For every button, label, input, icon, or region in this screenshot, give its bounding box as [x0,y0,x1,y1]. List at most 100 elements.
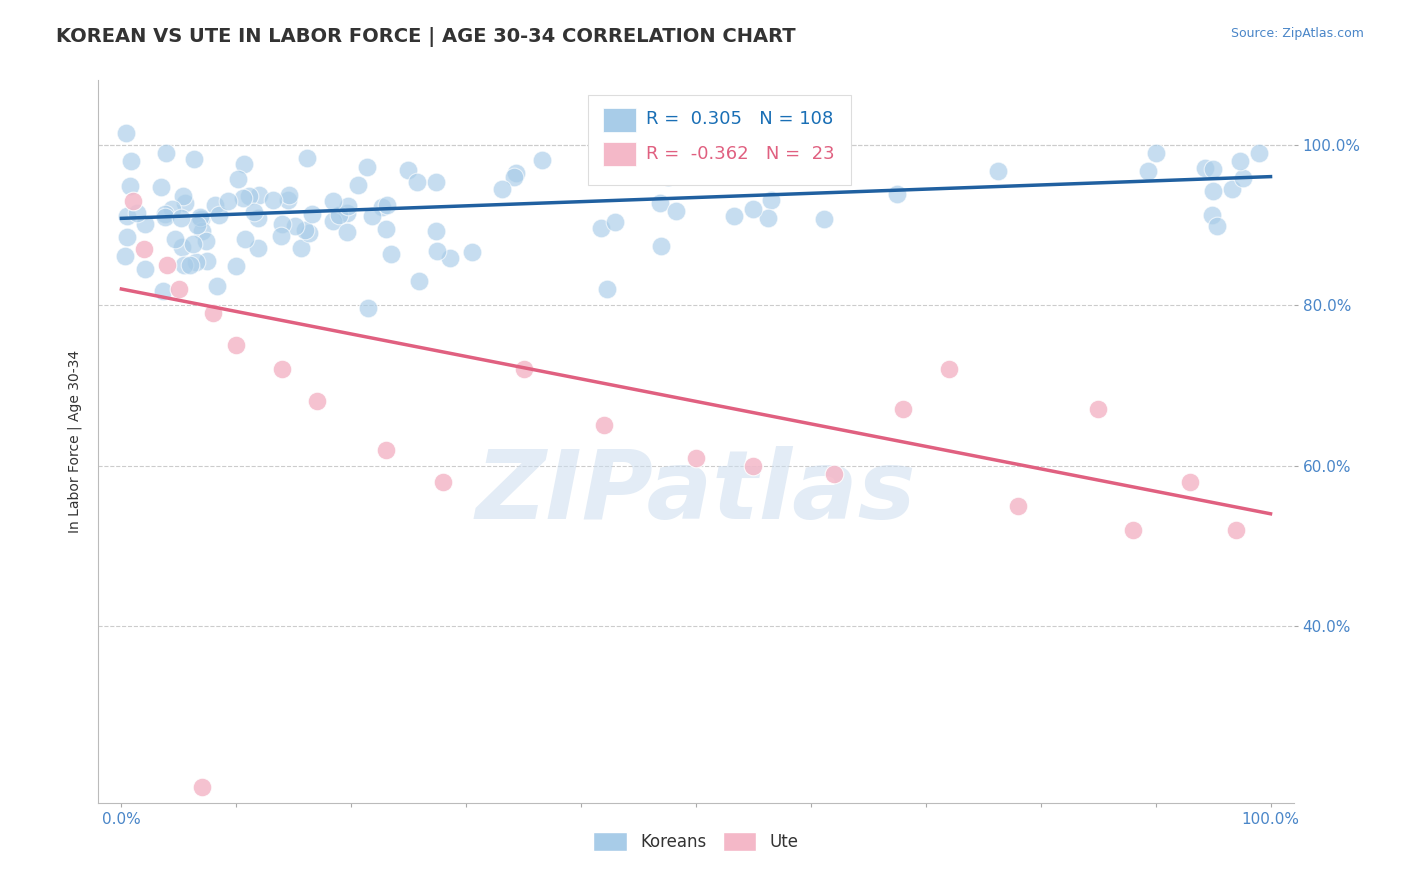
Point [183,152,205,166]
Point [375,198,398,212]
Point [243,205,266,219]
Point [1225,523,1247,537]
Point [336,225,359,239]
Point [172,189,194,203]
Point [375,222,398,236]
Point [685,450,707,465]
Point [827,160,849,174]
Point [491,182,513,196]
Point [170,211,193,226]
Point [190,210,212,224]
Point [328,207,350,221]
Point [356,161,378,175]
Point [179,258,201,272]
FancyBboxPatch shape [603,108,637,132]
Point [596,161,619,176]
Point [153,207,176,221]
Point [1247,145,1270,160]
Point [232,157,254,171]
Point [337,199,360,213]
Point [374,442,396,457]
Point [247,211,270,225]
Point [134,242,156,256]
Point [1232,171,1254,186]
Point [150,180,173,194]
Point [181,237,204,252]
Point [596,282,619,296]
Point [270,229,292,244]
Point [322,194,344,209]
Point [301,207,323,221]
Point [439,252,461,266]
Point [1137,164,1160,178]
Point [217,194,239,208]
Point [593,418,616,433]
Point [134,217,156,231]
Point [202,306,225,320]
Point [371,200,394,214]
Point [1201,184,1223,198]
Point [247,241,270,255]
Point [163,232,186,246]
Point [305,394,328,409]
Point [756,211,779,225]
Text: R =  -0.362   N =  23: R = -0.362 N = 23 [645,145,834,163]
Point [531,153,554,168]
Point [408,274,430,288]
Point [396,163,419,178]
Point [1007,499,1029,513]
Point [425,175,447,189]
Point [277,193,299,207]
Point [603,215,626,229]
Point [115,230,138,244]
Point [648,196,671,211]
Text: ZIPatlas: ZIPatlas [475,446,917,539]
Point [406,175,429,189]
Point [512,362,534,376]
Point [295,152,318,166]
Point [741,202,763,216]
Point [271,362,294,376]
Point [114,249,136,263]
Point [283,219,305,233]
Point [813,211,835,226]
Point [1122,523,1144,537]
Point [155,146,177,161]
Point [1144,145,1167,160]
Point [186,218,208,232]
Point [665,204,688,219]
Point [336,206,359,220]
Point [152,284,174,298]
Point [1206,219,1229,233]
Legend: Koreans, Ute: Koreans, Ute [585,823,807,860]
Point [233,232,256,246]
Point [1202,161,1225,176]
Point [461,244,484,259]
Point [122,194,145,208]
Point [127,205,149,219]
FancyBboxPatch shape [589,95,852,185]
Point [1229,153,1251,168]
Point [184,255,207,269]
Point [891,402,914,417]
Point [886,186,908,201]
Text: Source: ZipAtlas.com: Source: ZipAtlas.com [1230,27,1364,40]
Point [153,211,176,225]
Point [502,169,524,184]
Point [115,127,138,141]
Point [425,224,447,238]
Text: R =  0.305   N = 108: R = 0.305 N = 108 [645,111,832,128]
Point [361,209,384,223]
Point [195,254,218,268]
Point [380,247,402,261]
Point [591,220,613,235]
FancyBboxPatch shape [603,142,637,166]
Point [271,218,294,232]
Point [156,258,179,272]
Point [173,258,195,272]
Point [657,169,679,184]
Point [761,194,783,208]
Point [792,157,814,171]
Point [426,244,449,259]
Point [346,178,368,192]
